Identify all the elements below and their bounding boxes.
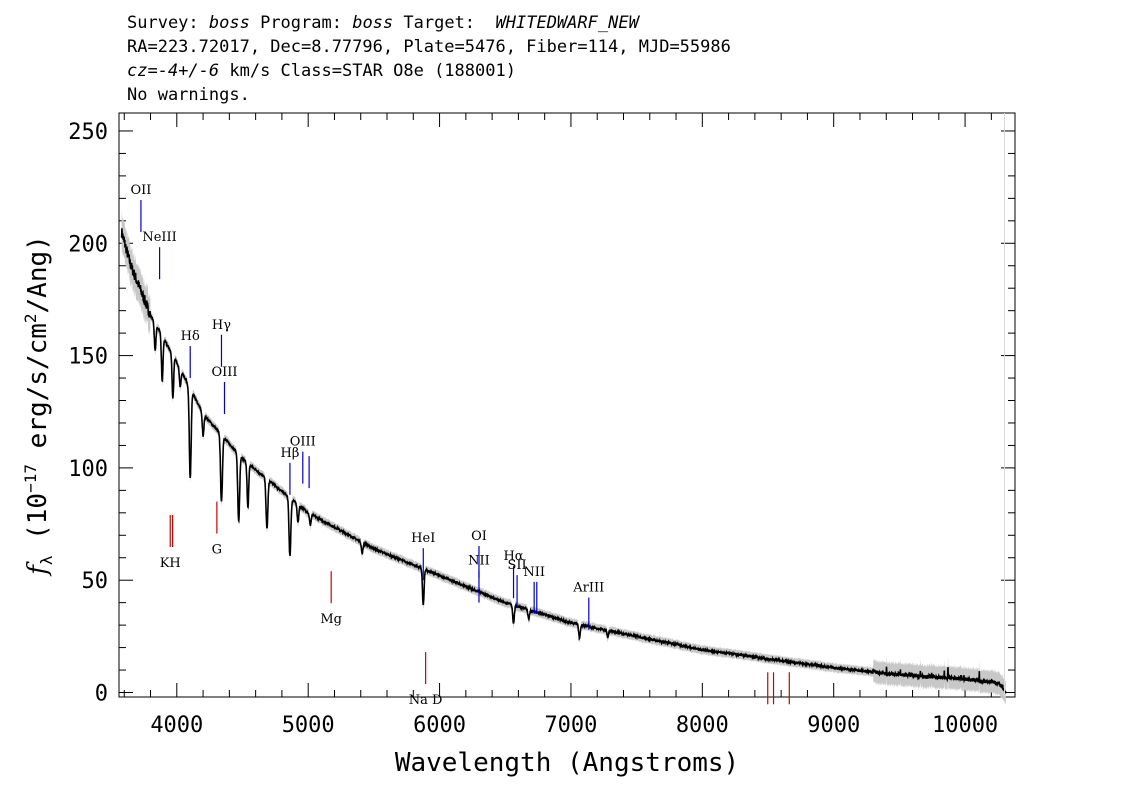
x-tick-label: 6000 <box>413 713 466 738</box>
x-tick-label: 7000 <box>544 713 597 738</box>
y-label-part: −17 <box>21 464 40 493</box>
spectrum-series <box>120 113 1007 705</box>
program-label: Program: <box>249 13 353 33</box>
spectral-line-label: SII <box>507 558 526 573</box>
spectral-line-label: OIII <box>211 365 237 380</box>
spectral-line-label: OI <box>471 529 487 544</box>
spectral-line-label: HeI <box>411 531 435 546</box>
x-tick-label: 10000 <box>932 713 998 738</box>
y-axis-label: fλ (10−17 erg/s/cm2/Ang) <box>21 235 56 577</box>
class-info: km/s Class=STAR O8e (188001) <box>219 61 516 81</box>
axis-tick-labels: 4000 5000 6000 7000 8000 9000 10000 0 50 100 150 20… <box>68 120 998 738</box>
y-label-part: /Ang) <box>23 235 53 313</box>
spectral-line-label: NII <box>523 565 545 580</box>
spectral-line-label: ArIII <box>572 581 604 596</box>
spectral-line-label: KH <box>160 556 181 571</box>
y-label-part: erg/s/cm <box>23 323 53 464</box>
target-label: Target: <box>393 13 496 33</box>
y-tick-label: 200 <box>68 232 108 257</box>
spectrum-line <box>120 228 1007 694</box>
y-tick-label: 150 <box>68 345 108 370</box>
y-label-part: 2 <box>21 313 40 323</box>
cz-value: =-4+/-6 <box>147 61 220 81</box>
spectrum-error-band <box>121 210 1006 705</box>
spectral-line-label: G <box>212 543 222 558</box>
header-line-redshift: cz=-4+/-6 km/s Class=STAR O8e (188001) <box>127 59 731 83</box>
spectral-line-label: OIII <box>290 435 316 450</box>
x-axis-label: Wavelength (Angstroms) <box>395 748 739 778</box>
x-tick-label: 5000 <box>282 713 335 738</box>
header-line-survey: Survey: boss Program: boss Target: WHITE… <box>127 11 731 35</box>
spectral-line-label: OII <box>130 183 151 198</box>
cz-label: cz <box>127 61 148 81</box>
spectral-line-label: NeIII <box>142 230 176 245</box>
y-label-part: (10 <box>23 493 53 556</box>
spectral-line-label: NII <box>468 554 490 569</box>
spectral-line-label: Na D <box>409 693 443 708</box>
survey-label: Survey: <box>127 13 209 33</box>
program-value: boss <box>352 13 394 33</box>
spectral-line-label: Mg <box>320 612 342 627</box>
x-tick-label: 9000 <box>807 713 860 738</box>
y-tick-label: 0 <box>95 682 108 707</box>
x-tick-label: 4000 <box>150 713 203 738</box>
y-tick-label: 100 <box>68 457 108 482</box>
spectral-line-label: Hγ <box>212 318 231 333</box>
spectral-line-label: Hα <box>503 549 523 564</box>
plot-frame <box>118 112 1016 698</box>
axis-ticks <box>119 113 1015 697</box>
x-tick-label: 8000 <box>676 713 729 738</box>
target-value: WHITEDWARF_NEW <box>495 13 639 33</box>
spectral-line-label: Hβ <box>280 446 299 461</box>
header-line-warnings: No warnings. <box>127 85 250 105</box>
spectrum-header: Survey: boss Program: boss Target: WHITE… <box>127 11 731 107</box>
y-label-part: λ <box>37 555 56 565</box>
y-tick-label: 250 <box>68 120 108 145</box>
header-line-coordinates: RA=223.72017, Dec=8.77796, Plate=5476, F… <box>127 37 731 57</box>
spectral-line-label: Hδ <box>181 329 200 344</box>
survey-value: boss <box>208 13 250 33</box>
y-tick-label: 50 <box>82 569 109 594</box>
